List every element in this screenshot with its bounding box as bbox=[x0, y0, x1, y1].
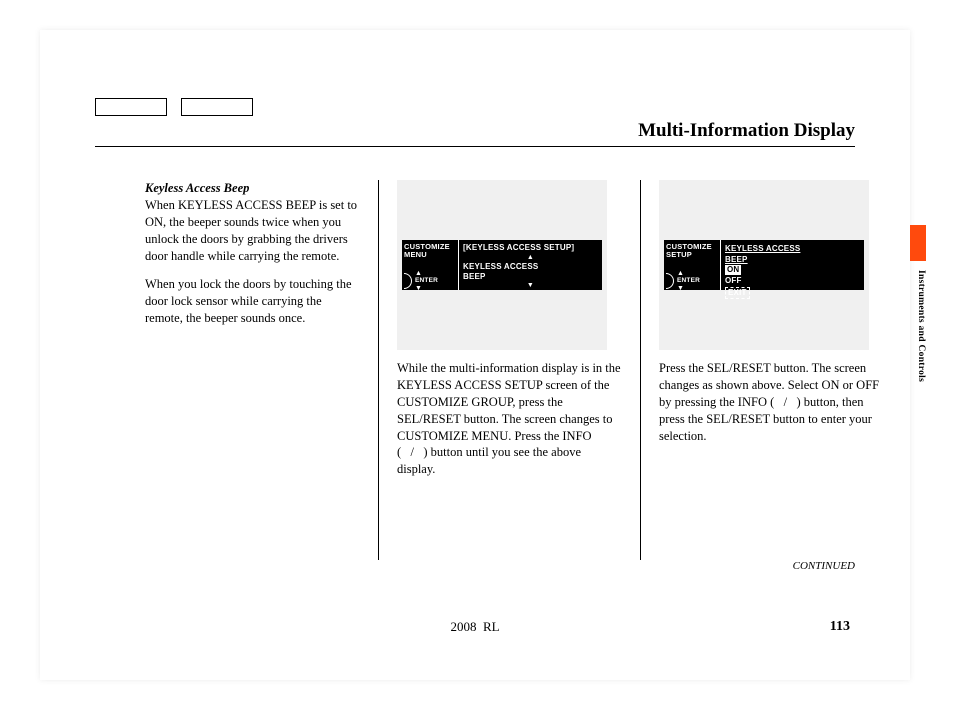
placeholder-box bbox=[95, 98, 167, 116]
down-arrow-icon: ▼ bbox=[463, 282, 598, 289]
down-arrow-icon: ▼ bbox=[415, 285, 438, 292]
placeholder-box bbox=[181, 98, 253, 116]
lcd-text: ENTER bbox=[677, 277, 700, 286]
display-illustration: CUSTOMIZE MENU ▲ ENTER ▼ [KEYLESS A bbox=[397, 180, 607, 350]
lcd-left-panel: CUSTOMIZE MENU ▲ ENTER ▼ bbox=[402, 240, 459, 290]
lcd-option-selected: ON bbox=[725, 265, 741, 275]
dial-icon bbox=[404, 273, 412, 289]
lcd-right-panel: KEYLESS ACCESS BEEP ON OFF EXIT bbox=[721, 240, 864, 290]
page-number: 113 bbox=[830, 619, 850, 635]
lcd-text: BEEP bbox=[725, 255, 860, 265]
section-tab-marker bbox=[910, 225, 926, 261]
lcd-text: MENU bbox=[404, 251, 456, 259]
lcd-bracket-text: [KEYLESS ACCESS SETUP] bbox=[463, 243, 598, 254]
lcd-option: OFF bbox=[725, 276, 860, 286]
lcd-option-exit: EXIT bbox=[725, 287, 750, 299]
footer-model-year: 2008 RL bbox=[40, 619, 910, 635]
enter-indicator: ▲ ENTER ▼ bbox=[666, 270, 718, 293]
lcd-right-panel: [KEYLESS ACCESS SETUP] ▲ KEYLESS ACCESS … bbox=[459, 240, 602, 290]
down-arrow-icon: ▼ bbox=[677, 285, 700, 292]
body-text: When KEYLESS ACCESS BEEP is set to ON, t… bbox=[145, 198, 357, 263]
body-text: When you lock the doors by touching the … bbox=[145, 276, 360, 327]
content-columns: Keyless Access Beep When KEYLESS ACCESS … bbox=[145, 180, 902, 560]
top-placeholder-boxes bbox=[95, 98, 263, 121]
lcd-text: KEYLESS ACCESS bbox=[463, 262, 598, 272]
lcd-left-panel: CUSTOMIZE SETUP ▲ ENTER ▼ bbox=[664, 240, 721, 290]
dial-icon bbox=[666, 273, 674, 289]
section-heading: Keyless Access Beep bbox=[145, 181, 249, 195]
body-text: While the multi-information display is i… bbox=[397, 360, 622, 478]
lcd-text: KEYLESS ACCESS bbox=[725, 244, 860, 254]
page-title: Multi-Information Display bbox=[95, 120, 855, 147]
para: Keyless Access Beep When KEYLESS ACCESS … bbox=[145, 180, 360, 264]
page: Multi-Information Display Keyless Access… bbox=[40, 30, 910, 680]
up-arrow-icon: ▲ bbox=[677, 270, 700, 277]
column-1: Keyless Access Beep When KEYLESS ACCESS … bbox=[145, 180, 378, 560]
enter-indicator: ▲ ENTER ▼ bbox=[404, 270, 456, 293]
column-2: CUSTOMIZE MENU ▲ ENTER ▼ [KEYLESS A bbox=[378, 180, 640, 560]
display-illustration: CUSTOMIZE SETUP ▲ ENTER ▼ KEYLESS A bbox=[659, 180, 869, 350]
up-arrow-icon: ▲ bbox=[463, 254, 598, 261]
section-side-label: Instruments and Controls bbox=[910, 270, 926, 382]
lcd-text: BEEP bbox=[463, 272, 598, 282]
lcd-text: SETUP bbox=[666, 251, 718, 259]
body-text: Press the SEL/RESET button. The screen c… bbox=[659, 360, 884, 444]
column-3: CUSTOMIZE SETUP ▲ ENTER ▼ KEYLESS A bbox=[640, 180, 902, 560]
continued-label: CONTINUED bbox=[793, 560, 855, 572]
lcd-screen: CUSTOMIZE MENU ▲ ENTER ▼ [KEYLESS A bbox=[402, 240, 602, 290]
up-arrow-icon: ▲ bbox=[415, 270, 438, 277]
lcd-screen: CUSTOMIZE SETUP ▲ ENTER ▼ KEYLESS A bbox=[664, 240, 864, 290]
lcd-text: ENTER bbox=[415, 277, 438, 286]
